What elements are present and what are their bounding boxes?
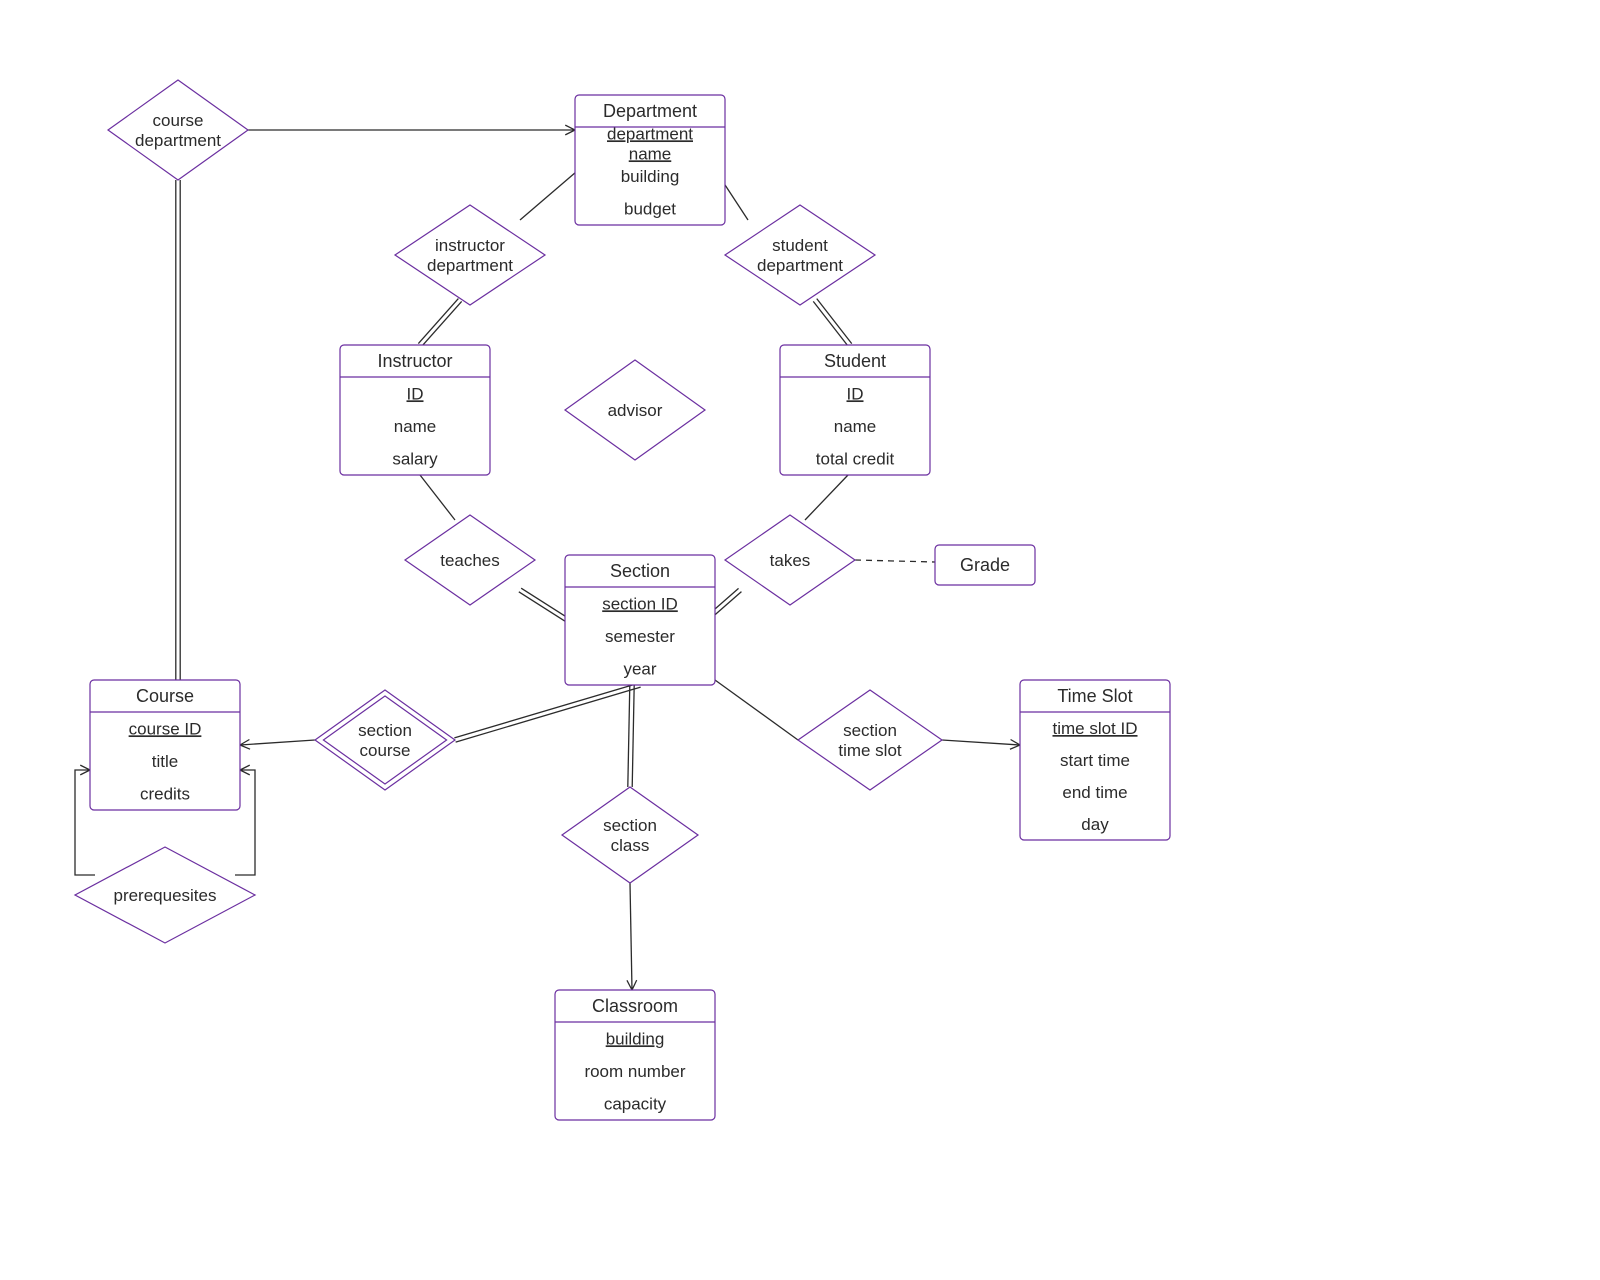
entity-attr: name [834, 417, 877, 436]
entity-time_slot: Time Slot time slot ID start time end time d… [1020, 680, 1170, 840]
entity-course: Course course ID title credits [90, 680, 240, 810]
entity-attr: name [629, 144, 672, 163]
relationship-section_course: sectioncourse [315, 690, 455, 790]
entity-attr: ID [407, 384, 424, 403]
relationship-label: student [772, 236, 828, 255]
entity-attr: end time [1062, 783, 1127, 802]
entity-attr: building [621, 167, 680, 186]
relationship-instructor_department: instructordepartment [395, 205, 545, 305]
relationship-label: advisor [608, 401, 663, 420]
relationship-takes: takes [725, 515, 855, 605]
entity-title: Grade [960, 555, 1010, 575]
shapes-layer: DepartmentdepartmentnamebuildingbudgetIn… [75, 80, 1170, 1120]
entity-attr: time slot ID [1052, 719, 1137, 738]
relationship-label: department [757, 256, 843, 275]
entity-attr: department [607, 124, 693, 143]
relationship-label: course [152, 111, 203, 130]
entity-attr: section ID [602, 594, 678, 613]
relationship-label: department [135, 131, 221, 150]
relationship-label: department [427, 256, 513, 275]
entity-attr: room number [584, 1062, 685, 1081]
entity-attr: total credit [816, 450, 895, 469]
entity-attr: year [623, 660, 656, 679]
relationship-section_class: sectionclass [562, 787, 698, 883]
entity-title: Classroom [592, 996, 678, 1016]
entity-title: Student [824, 351, 886, 371]
entity-attr: building [606, 1029, 665, 1048]
relationship-label: teaches [440, 551, 500, 570]
entity-title: Course [136, 686, 194, 706]
relationship-course_department: coursedepartment [108, 80, 248, 180]
relationship-label: instructor [435, 236, 505, 255]
entity-attr: day [1081, 815, 1109, 834]
entity-attr: course ID [129, 719, 202, 738]
relationship-section_time_slot: sectiontime slot [798, 690, 942, 790]
relationship-label: section [603, 816, 657, 835]
entity-title: Department [603, 101, 697, 121]
entity-attr: start time [1060, 751, 1130, 770]
entity-attr: name [394, 417, 437, 436]
entity-department: Department departmentname building budget [575, 95, 725, 225]
relationship-label: course [359, 741, 410, 760]
entity-attr: salary [392, 450, 438, 469]
relationship-label: section [843, 721, 897, 740]
entity-title: Instructor [377, 351, 452, 371]
entity-section: Section section ID semester year [565, 555, 715, 685]
entity-instructor: Instructor ID name salary [340, 345, 490, 475]
relationship-label: time slot [838, 741, 902, 760]
entity-title: Section [610, 561, 670, 581]
entity-attr: credits [140, 785, 190, 804]
relationship-label: class [611, 836, 650, 855]
entity-attr: semester [605, 627, 675, 646]
relationship-prerequisites: prerequesites [75, 847, 255, 943]
entity-attr: capacity [604, 1095, 667, 1114]
relationship-label: takes [770, 551, 811, 570]
entity-student: Student ID name total credit [780, 345, 930, 475]
relationship-teaches: teaches [405, 515, 535, 605]
relationship-advisor: advisor [565, 360, 705, 460]
er-diagram: DepartmentdepartmentnamebuildingbudgetIn… [0, 0, 1600, 1280]
entity-attr: title [152, 752, 178, 771]
entity-attr: ID [847, 384, 864, 403]
relationship-label: prerequesites [113, 886, 216, 905]
entity-grade: Grade [935, 545, 1035, 585]
entity-classroom: Classroom building room number capacity [555, 990, 715, 1120]
entity-title: Time Slot [1057, 686, 1132, 706]
entity-attr: budget [624, 200, 676, 219]
edges-layer [75, 130, 1020, 990]
relationship-label: section [358, 721, 412, 740]
